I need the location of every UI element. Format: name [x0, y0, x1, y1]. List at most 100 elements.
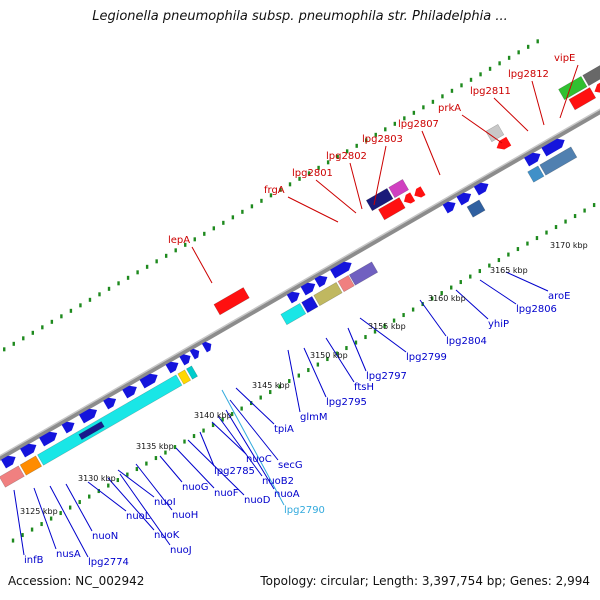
gene-block [37, 374, 183, 466]
track-dot [145, 461, 148, 466]
gene-arrow [0, 455, 16, 469]
track-dot [478, 269, 482, 274]
gene-lpg2799 [348, 261, 379, 286]
track-dot [450, 285, 453, 290]
leader-line-lower [287, 349, 301, 413]
gene-label-lpg2812: lpg2812 [508, 69, 549, 80]
gene-lpg2811 [594, 80, 600, 94]
gene-arrow [300, 282, 316, 296]
gene-arrow [139, 373, 158, 389]
leader-line-lower [217, 415, 263, 477]
gene-lpg2797 [337, 275, 355, 293]
gene-upper-darkgrey [582, 57, 600, 87]
gene-arrow [594, 80, 600, 94]
track-dot [69, 308, 73, 313]
dot-tracks [3, 39, 596, 543]
backbone-line [0, 108, 600, 461]
track-dot [202, 428, 205, 433]
gene-arrow [330, 261, 352, 279]
leader-line-lower [199, 431, 215, 467]
gene-block [558, 76, 588, 101]
track-dot [535, 236, 539, 241]
gene-label-lpg2801: lpg2801 [292, 168, 333, 179]
track-dot [526, 241, 529, 246]
gene-arrow [524, 152, 541, 167]
gene-label-lpg2790: lpg2790 [284, 505, 325, 516]
track-dot [260, 198, 263, 203]
gene-blue-arrow [0, 455, 16, 469]
track-dot [517, 50, 520, 55]
track-dot [135, 467, 139, 472]
gene-arrow [442, 201, 456, 214]
leader-line-lower [87, 481, 127, 512]
gene-label-nuoJ: nuoJ [170, 545, 192, 556]
track-dot [326, 357, 329, 362]
gene-label-yhiP: yhiP [488, 319, 509, 330]
track-dot [126, 472, 129, 477]
track-dot [516, 247, 520, 252]
gene-blue-arrow [179, 354, 191, 366]
track-dot [11, 538, 15, 543]
track-dot [174, 248, 177, 253]
label-leaders [13, 64, 579, 558]
gene-arrow [201, 341, 212, 353]
track-dot [403, 116, 406, 121]
track-dot [155, 259, 158, 264]
gene-block [466, 199, 486, 218]
genome-backbone [0, 108, 600, 461]
tick-label: 3145 kbp [252, 381, 290, 390]
leader-line-upper [287, 196, 339, 223]
gene-block [582, 57, 600, 87]
gene-block [19, 455, 43, 476]
gene-lpg2801 [403, 192, 416, 204]
track-dot [422, 105, 425, 110]
gene-label-lepA: lepA [168, 235, 190, 246]
gene-infB [0, 465, 25, 488]
tick-label: 3130 kbp [78, 474, 116, 483]
leader-line-lower [211, 421, 247, 455]
track-dot [31, 330, 35, 335]
gene-blue-arrow [165, 361, 179, 374]
gene-label-aroE: aroE [548, 291, 570, 302]
gene-upper-grey [485, 124, 505, 143]
track-dot [564, 219, 567, 224]
gene-block [348, 261, 379, 286]
gene-block [280, 303, 307, 326]
gene-label-secG: secG [278, 460, 303, 471]
gene-label-lpg2774: lpg2774 [88, 557, 129, 568]
track-dot [288, 379, 291, 384]
leader-line-lower [235, 387, 275, 425]
track-dot [354, 340, 358, 345]
gene-lpg2795 [301, 296, 319, 314]
leader-line-lower [65, 483, 93, 532]
gene-glmM [280, 303, 307, 326]
track-dot [545, 230, 548, 235]
gene-lpg2807 [496, 136, 512, 150]
gene-label-nuoK: nuoK [154, 530, 180, 541]
track-dot [488, 263, 491, 268]
gene-label-lpg2795: lpg2795 [326, 397, 367, 408]
leader-line-lower [505, 271, 549, 292]
track-dot [536, 39, 539, 44]
gene-blue-arrow [139, 373, 158, 389]
leader-line-upper [461, 114, 503, 144]
gene-label-lpg2807: lpg2807 [398, 119, 439, 130]
gene-lpg2804 [466, 199, 486, 218]
track-dot [298, 176, 301, 181]
track-dot [78, 500, 81, 505]
track-dot [469, 77, 473, 82]
gene-blue-arrow [456, 192, 472, 206]
leader-line-upper [315, 179, 357, 214]
track-dot [3, 347, 6, 352]
gene-arrow [496, 136, 512, 150]
genome-stats-text: Topology: circular; Length: 3,397,754 bp… [260, 574, 590, 588]
gene-blue-arrow [201, 341, 212, 353]
gene-lpg2785 [177, 369, 192, 385]
track-dot [21, 533, 24, 538]
gene-label-tpiA: tpiA [274, 424, 294, 435]
tick-label: 3140 kbp [194, 411, 232, 420]
gene-nuo-operon [37, 374, 183, 466]
track-dot [88, 297, 92, 302]
track-dot [231, 215, 235, 220]
